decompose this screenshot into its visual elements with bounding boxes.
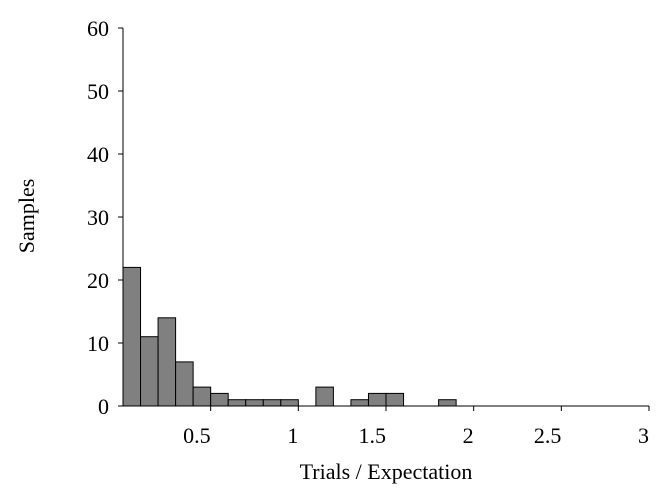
y-tick-label-4: 40 xyxy=(87,142,109,167)
bars-group xyxy=(122,266,457,407)
y-tick-label-5: 50 xyxy=(87,79,109,104)
histogram-bar-5 xyxy=(210,392,229,407)
x-tick-label-0: 0.5 xyxy=(183,423,211,448)
histogram-bar-13 xyxy=(385,392,405,407)
y-tick-label-6: 60 xyxy=(87,16,109,41)
histogram-bar-4 xyxy=(192,386,212,407)
histogram-bar-3 xyxy=(175,361,194,407)
x-axis-title: Trials / Expectation xyxy=(300,459,473,484)
y-tick-labels: 0 10 20 30 40 50 60 xyxy=(87,16,123,419)
y-tick-label-1: 10 xyxy=(87,331,109,356)
histogram-bar-14 xyxy=(438,399,457,407)
y-axis-title: Samples xyxy=(14,179,39,254)
histogram-bar-9 xyxy=(280,399,299,407)
histogram-bar-2 xyxy=(157,317,177,407)
histogram-bar-6 xyxy=(227,399,247,407)
x-tick-label-4: 2.5 xyxy=(534,423,562,448)
histogram-bar-7 xyxy=(245,399,264,407)
x-tick-label-3: 2 xyxy=(463,423,474,448)
x-tick-label-5: 3 xyxy=(638,423,649,448)
x-tick-label-1: 1 xyxy=(287,423,298,448)
histogram-bar-0 xyxy=(122,266,142,407)
x-tick-label-2: 1.5 xyxy=(359,423,387,448)
y-tick-label-2: 20 xyxy=(87,268,109,293)
x-tick-labels: 0.5 1 1.5 2 2.5 3 xyxy=(183,406,650,448)
histogram-bar-12 xyxy=(367,392,387,407)
y-tick-label-3: 30 xyxy=(87,205,109,230)
y-tick-label-0: 0 xyxy=(98,394,109,419)
histogram-bar-1 xyxy=(140,336,159,407)
histogram-bar-10 xyxy=(315,386,334,407)
histogram-bar-8 xyxy=(262,399,282,407)
histogram-bar-11 xyxy=(350,399,369,407)
